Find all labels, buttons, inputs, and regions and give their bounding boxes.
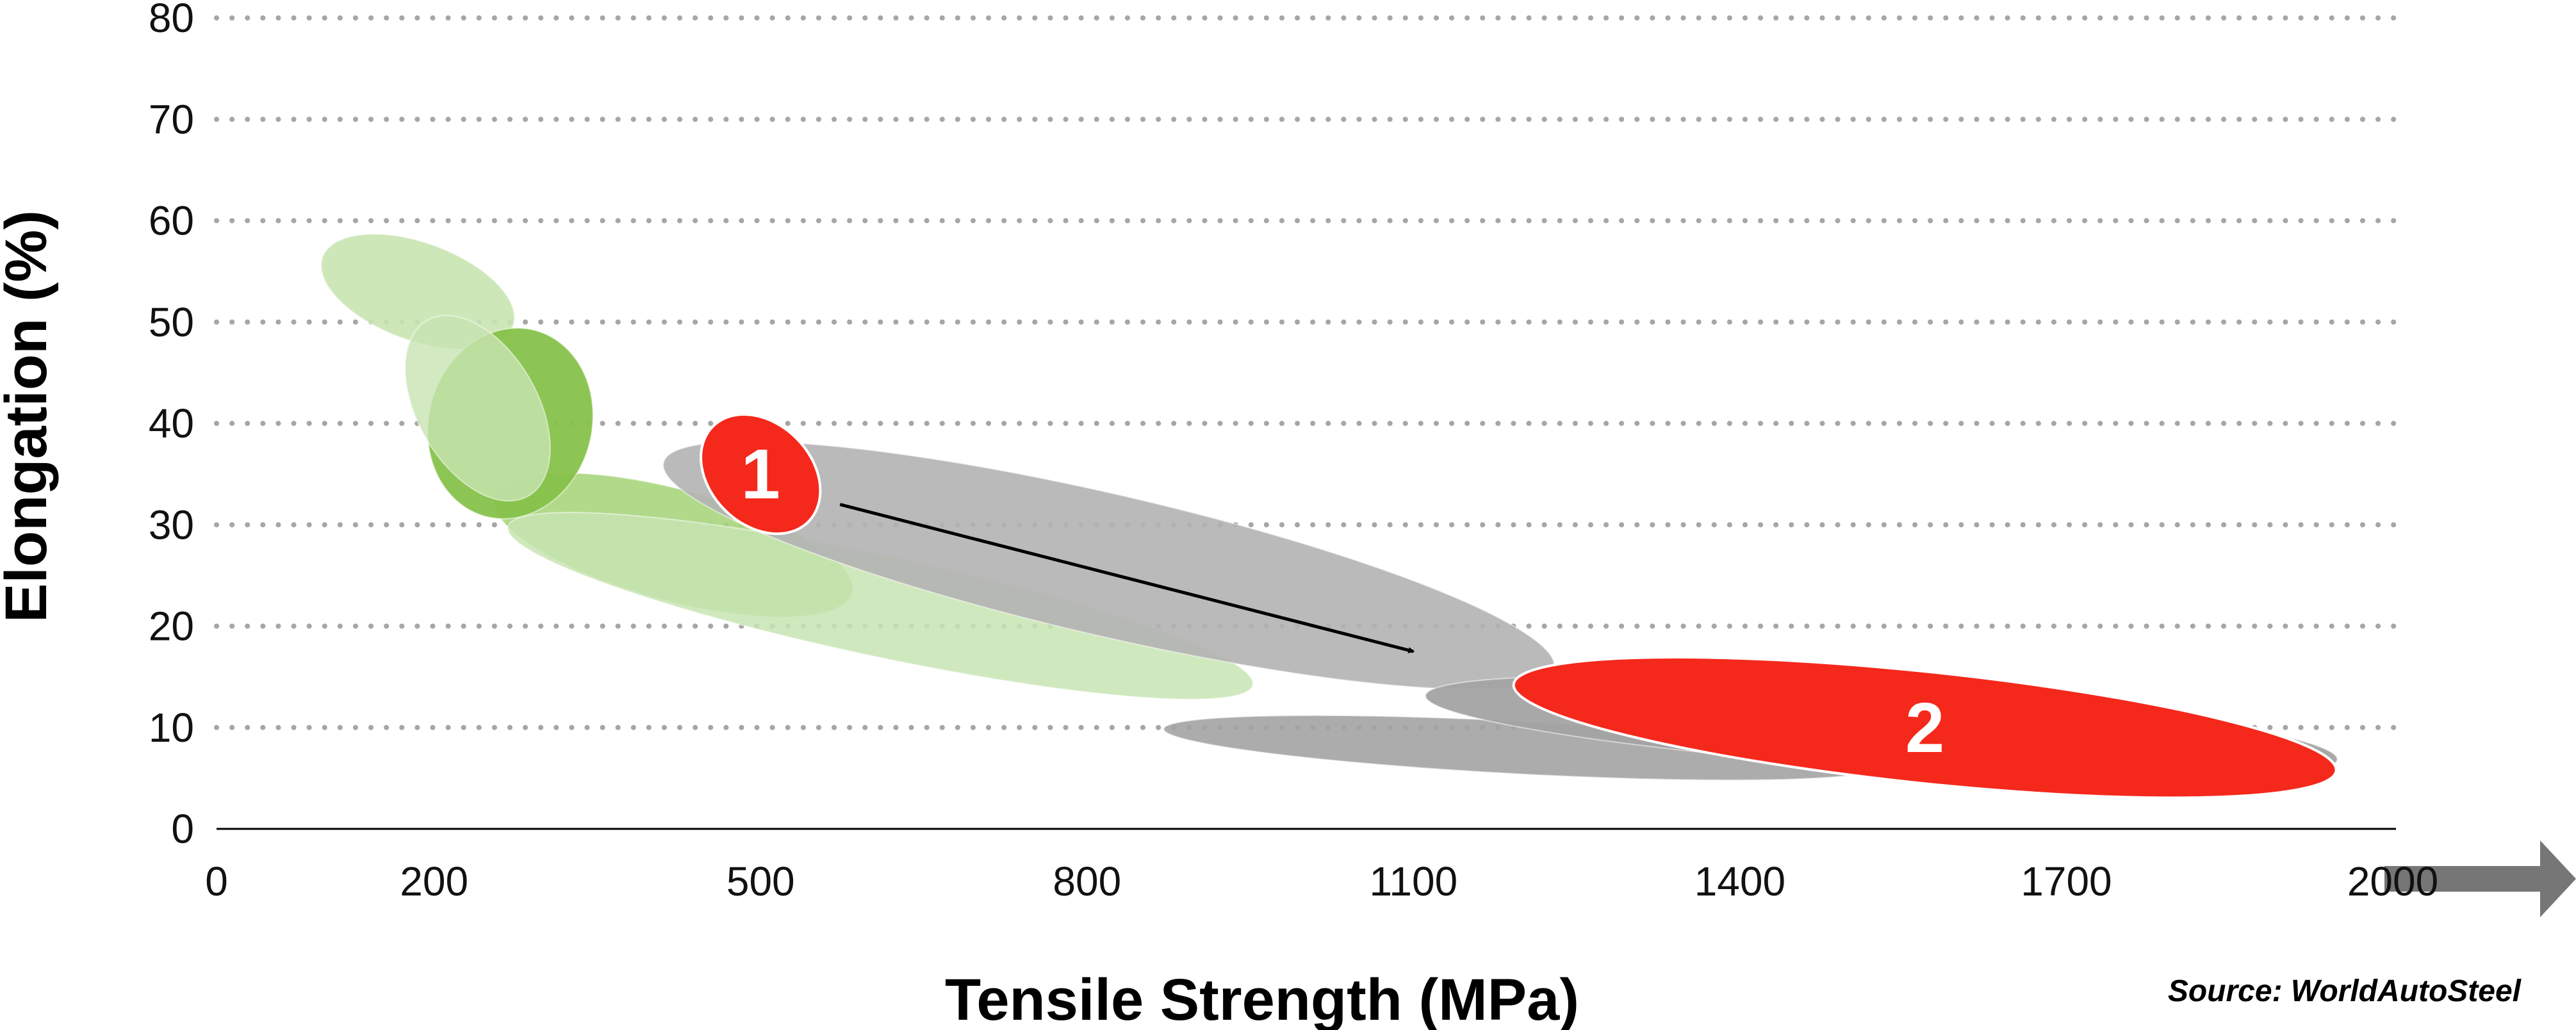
- region-label-1: 1: [741, 435, 780, 514]
- y-tick-label-70: 70: [149, 96, 194, 142]
- region-red-2: [1512, 656, 2338, 799]
- x-tick-label-2000: 2000: [2347, 858, 2438, 904]
- region-light-green-7: [404, 315, 551, 502]
- x-tick-label-0: 0: [205, 858, 228, 904]
- region-red-1: [700, 413, 822, 535]
- y-tick-label-60: 60: [149, 198, 194, 244]
- x-tick-label-1100: 1100: [1370, 858, 1458, 904]
- y-tick-label-80: 80: [149, 0, 194, 41]
- x-axis-title: Tensile Strength (MPa): [945, 967, 1579, 1030]
- y-tick-label-0: 0: [171, 806, 194, 852]
- y-axis-title: Elongation (%): [0, 210, 59, 623]
- y-tick-label-20: 20: [149, 603, 194, 650]
- y-tick-label-40: 40: [149, 400, 194, 446]
- transition-arrow: [839, 503, 1415, 653]
- y-tick-labels: 0 10 20 30 40 50 60 70 80: [149, 0, 194, 852]
- source-note: Source: WorldAutoSteel: [2168, 974, 2522, 1008]
- y-tick-label-10: 10: [149, 705, 194, 751]
- x-tick-label-500: 500: [726, 858, 795, 904]
- x-tick-label-200: 200: [400, 858, 468, 904]
- region-labels: 12: [741, 435, 1945, 767]
- y-tick-label-50: 50: [149, 299, 194, 345]
- transition-arrow-line: [839, 503, 1415, 653]
- x-tick-label-1700: 1700: [2021, 858, 2112, 904]
- x-tick-labels: 0 200 500 800 1100 1400 1700 2000: [205, 858, 2438, 904]
- x-tick-label-1400: 1400: [1694, 858, 1785, 904]
- x-tick-label-800: 800: [1053, 858, 1121, 904]
- regions: [320, 233, 2338, 799]
- y-tick-label-30: 30: [149, 502, 194, 548]
- region-label-2: 2: [1905, 689, 1944, 767]
- x-axis-direction-arrow: [2384, 840, 2576, 917]
- axes: [217, 828, 2576, 917]
